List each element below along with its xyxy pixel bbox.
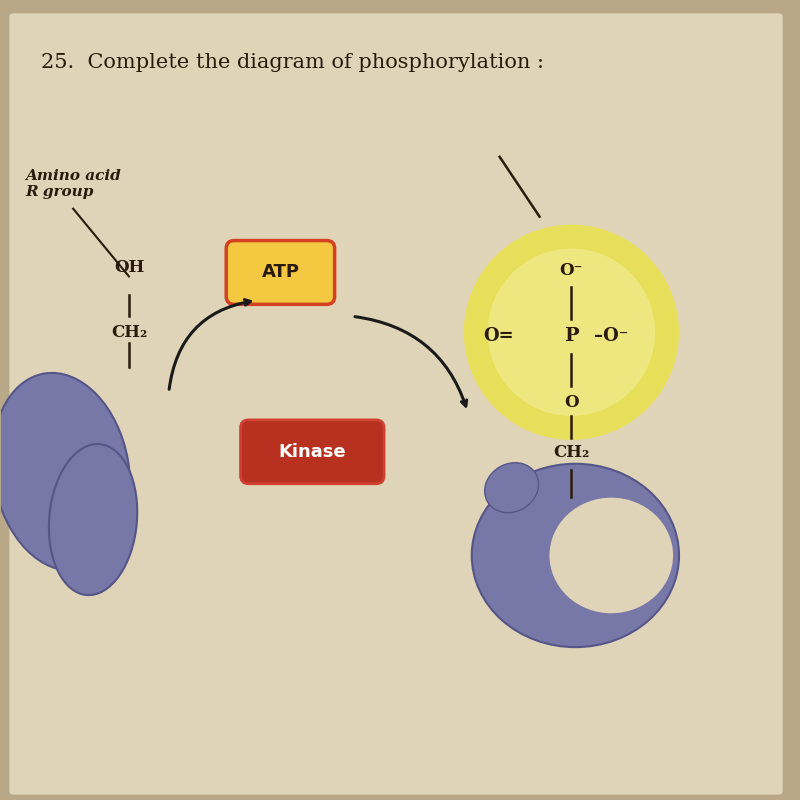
Text: P: P [564, 327, 578, 346]
Ellipse shape [472, 464, 679, 647]
Text: O: O [564, 394, 578, 410]
Ellipse shape [49, 444, 138, 595]
FancyBboxPatch shape [226, 241, 334, 304]
Text: OH: OH [114, 259, 144, 277]
Text: O⁻: O⁻ [560, 262, 583, 279]
Ellipse shape [550, 498, 673, 614]
Text: 25.  Complete the diagram of phosphorylation :: 25. Complete the diagram of phosphorylat… [42, 54, 544, 72]
Ellipse shape [0, 373, 130, 570]
Text: Amino acid
R group: Amino acid R group [26, 169, 121, 199]
Text: ATP: ATP [262, 263, 299, 282]
FancyBboxPatch shape [10, 14, 782, 794]
FancyBboxPatch shape [241, 420, 384, 484]
Text: –O⁻: –O⁻ [594, 327, 628, 346]
Ellipse shape [485, 462, 538, 513]
Text: CH₂: CH₂ [111, 324, 147, 342]
Text: Kinase: Kinase [278, 443, 346, 461]
Circle shape [464, 225, 679, 440]
Text: O=: O= [483, 327, 514, 346]
Text: CH₂: CH₂ [554, 444, 590, 461]
Circle shape [488, 249, 655, 416]
